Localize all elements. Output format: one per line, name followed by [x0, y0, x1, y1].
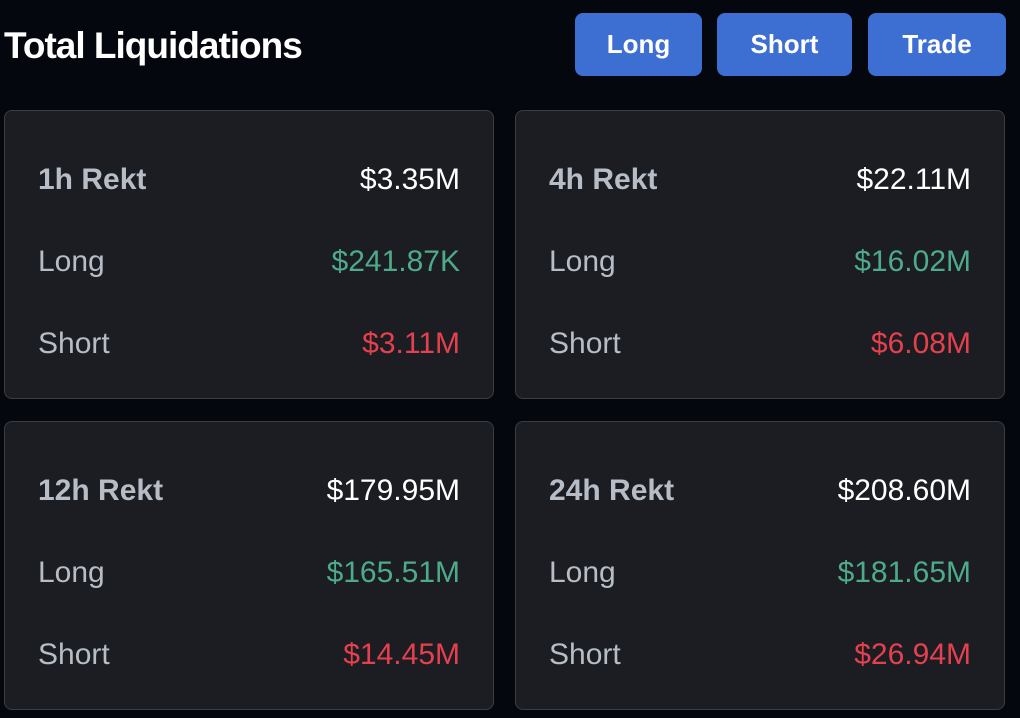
long-row: Long $16.02M — [549, 242, 971, 282]
short-label: Short — [549, 327, 621, 360]
total-row: 24h Rekt $208.60M — [549, 471, 971, 511]
long-row: Long $165.51M — [38, 553, 460, 593]
total-value: $179.95M — [326, 474, 460, 507]
liquidation-card-24h: 24h Rekt $208.60M Long $181.65M Short $2… — [515, 421, 1005, 710]
short-row: Short $3.11M — [38, 324, 460, 364]
liquidation-card-1h: 1h Rekt $3.35M Long $241.87K Short $3.11… — [4, 110, 494, 399]
long-value: $16.02M — [854, 245, 971, 278]
long-label: Long — [38, 556, 105, 589]
total-value: $3.35M — [359, 163, 460, 196]
short-value: $3.11M — [362, 327, 460, 360]
total-row: 4h Rekt $22.11M — [549, 160, 971, 200]
trade-button[interactable]: Trade — [868, 13, 1006, 76]
liquidation-card-4h: 4h Rekt $22.11M Long $16.02M Short $6.08… — [515, 110, 1005, 399]
total-value: $208.60M — [837, 474, 971, 507]
total-row: 1h Rekt $3.35M — [38, 160, 460, 200]
short-label: Short — [549, 638, 621, 671]
short-label: Short — [38, 327, 110, 360]
short-row: Short $14.45M — [38, 635, 460, 675]
long-row: Long $241.87K — [38, 242, 460, 282]
page-title: Total Liquidations — [4, 25, 303, 66]
long-row: Long $181.65M — [549, 553, 971, 593]
short-button[interactable]: Short — [717, 13, 852, 76]
total-value: $22.11M — [856, 163, 971, 196]
period-label: 24h Rekt — [549, 474, 675, 507]
period-label: 12h Rekt — [38, 474, 164, 507]
short-value: $14.45M — [343, 638, 460, 671]
short-value: $26.94M — [854, 638, 971, 671]
short-row: Short $26.94M — [549, 635, 971, 675]
period-label: 4h Rekt — [549, 163, 658, 196]
short-value: $6.08M — [870, 327, 971, 360]
long-button[interactable]: Long — [575, 13, 702, 76]
short-label: Short — [38, 638, 110, 671]
long-value: $241.87K — [331, 245, 460, 278]
short-row: Short $6.08M — [549, 324, 971, 364]
header: Total Liquidations Long Short Trade — [0, 0, 1020, 92]
long-value: $181.65M — [837, 556, 971, 589]
long-value: $165.51M — [326, 556, 460, 589]
period-label: 1h Rekt — [38, 163, 147, 196]
liquidation-card-12h: 12h Rekt $179.95M Long $165.51M Short $1… — [4, 421, 494, 710]
total-row: 12h Rekt $179.95M — [38, 471, 460, 511]
long-label: Long — [549, 556, 616, 589]
long-label: Long — [38, 245, 105, 278]
long-label: Long — [549, 245, 616, 278]
